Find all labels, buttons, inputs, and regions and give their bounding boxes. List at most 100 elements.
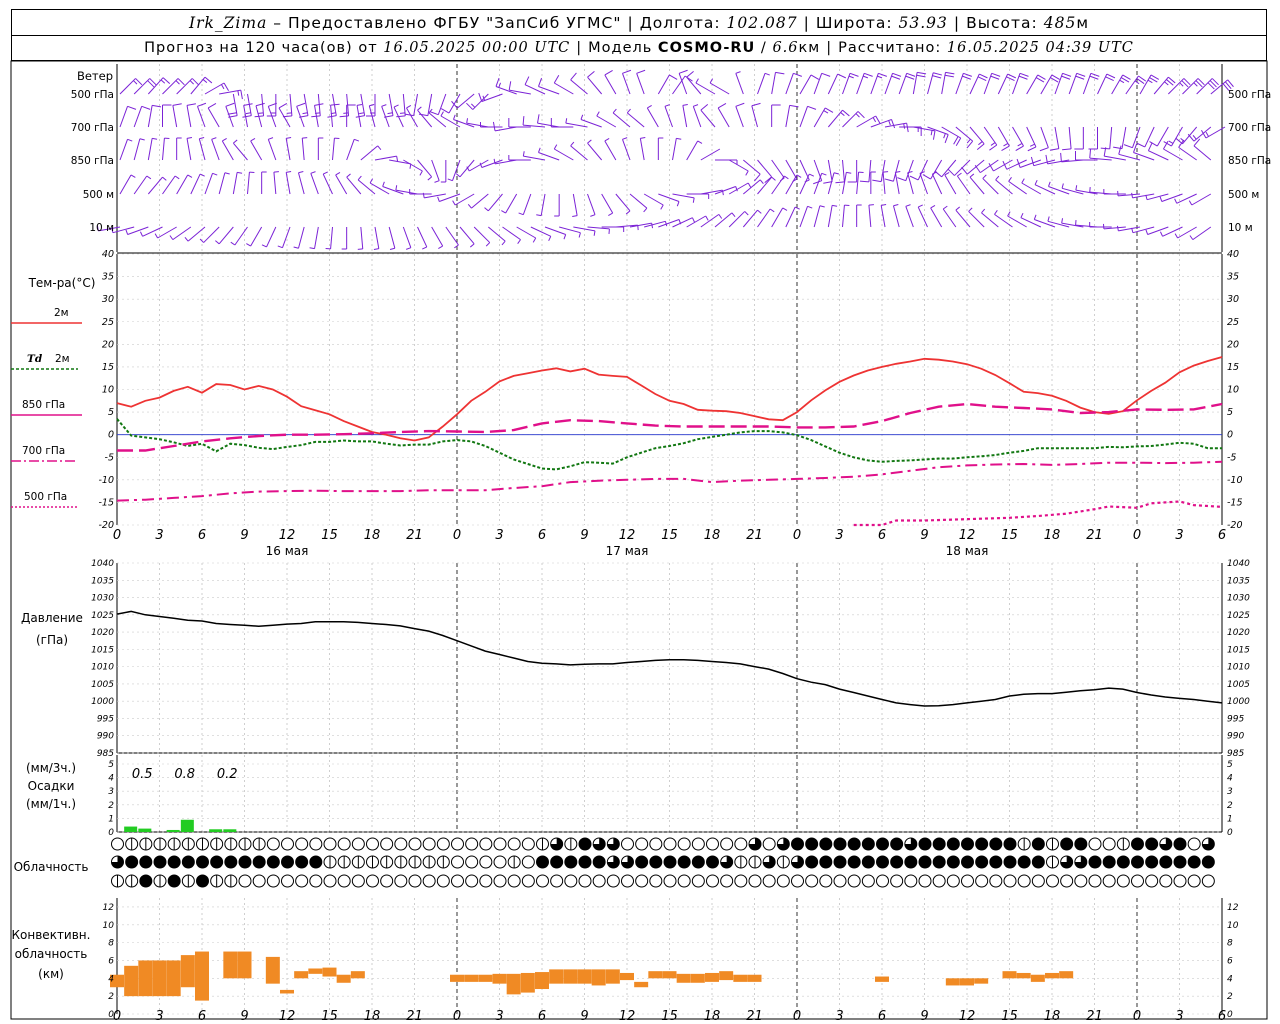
- conv-bar: [705, 972, 719, 982]
- wind-barb-half: [222, 138, 227, 142]
- cloud-circle: [196, 874, 209, 888]
- conv-tick-right: 4: [1227, 974, 1233, 984]
- cloud-circle: [139, 855, 153, 869]
- longitude-value: 102.087: [726, 13, 798, 32]
- wind-barb-shaft: [983, 73, 993, 95]
- cloud-symbol-low: [1017, 874, 1031, 888]
- wind-barb: [700, 103, 716, 128]
- wind-barb-shaft: [1118, 193, 1141, 197]
- wind-barb: [1002, 159, 1027, 170]
- wind-barb-shaft: [1089, 157, 1112, 161]
- wind-barb: [492, 121, 517, 132]
- conv-bar: [945, 978, 960, 986]
- cloud-symbol-low: [876, 874, 889, 888]
- cloud-symbol-low: [1173, 874, 1187, 888]
- wind-barb-half: [587, 139, 592, 144]
- cloud-circle: [621, 837, 634, 851]
- cloud-symbol-low: [1131, 874, 1144, 888]
- conv-bar: [1002, 971, 1017, 979]
- wind-barb-shaft: [1104, 155, 1126, 161]
- wind-barb-half: [493, 158, 496, 164]
- wind-barb-shaft: [466, 122, 489, 128]
- wind-barb: [956, 172, 971, 195]
- altitude-label: Высота:: [966, 13, 1038, 32]
- wind-barb-shaft: [905, 159, 914, 181]
- wind-barb: [912, 71, 927, 95]
- wind-barb: [422, 192, 446, 199]
- pressure-tick-left: 995: [97, 714, 114, 724]
- wind-barb-shaft: [799, 106, 808, 128]
- wind-barb: [1193, 138, 1212, 161]
- cloud-symbol-high: [805, 837, 819, 851]
- cloud-circle: [465, 874, 479, 888]
- wind-barb-shaft: [1068, 73, 1078, 95]
- cloud-symbol-low: [536, 874, 549, 888]
- wind-barb-flag: [147, 80, 155, 88]
- wind-barb: [1048, 181, 1070, 195]
- wind-barb-shaft: [1163, 148, 1183, 161]
- wind-barb-shaft: [735, 73, 744, 95]
- wind-barb: [813, 172, 827, 195]
- wind-barb-flag: [1193, 138, 1201, 147]
- wind-barb: [1174, 193, 1197, 204]
- precip-bar: [138, 828, 152, 832]
- wind-barb-half: [848, 75, 854, 79]
- day-label: 17 мая: [606, 544, 649, 558]
- wind-barb-half: [405, 247, 412, 250]
- longitude-label: Долгота:: [639, 13, 721, 32]
- wind-barb-shaft: [243, 105, 248, 128]
- cloud-circle: [1145, 874, 1159, 888]
- wind-barb-flag: [945, 71, 955, 75]
- cloud-circle: [762, 837, 776, 851]
- temp-tick-left: 30: [102, 294, 114, 305]
- wind-barb-flag: [1225, 81, 1232, 90]
- header-dash: –: [267, 13, 288, 32]
- wind-barb-flag: [906, 123, 909, 133]
- cloud-symbol-high: [961, 837, 974, 851]
- wind-barb: [757, 72, 770, 95]
- wind-barb-flag: [1167, 76, 1176, 84]
- wind-barb-half: [202, 79, 208, 84]
- wind-barb-half: [981, 208, 986, 214]
- wind-barb-half: [233, 139, 238, 144]
- cloud-symbol-low: [762, 874, 776, 888]
- conv-bar: [875, 976, 889, 982]
- wind-barb: [1178, 139, 1197, 161]
- wind-barb-flag: [255, 102, 265, 107]
- wind-barb-shaft: [356, 105, 362, 128]
- wind-barb-half: [237, 90, 240, 96]
- precip-tick-left: 2: [108, 801, 114, 811]
- cloud-circle: [550, 874, 564, 888]
- wind-level-left: 700 гПа: [71, 122, 114, 134]
- wind-barb-flag: [225, 102, 235, 107]
- cloud-symbol-low: [451, 874, 464, 888]
- wind-barb-flag: [1049, 148, 1059, 151]
- x-tick-label: 6: [198, 528, 206, 543]
- wind-barb-shaft: [572, 193, 578, 216]
- wind-barb: [553, 74, 574, 95]
- wind-barb-flag: [1039, 147, 1049, 152]
- wind-barb: [479, 159, 503, 168]
- cloud-circle: [734, 874, 748, 888]
- wind-barb: [1012, 72, 1029, 95]
- wind-barb: [596, 111, 617, 128]
- cloud-symbol-mid: [1060, 855, 1074, 869]
- wind-barb-shaft: [431, 226, 444, 247]
- cloud-circle: [167, 874, 181, 888]
- conv-bar: [1045, 972, 1059, 979]
- wind-barb-flag: [1035, 77, 1045, 83]
- wind-barb-shaft: [162, 78, 179, 95]
- wind-barb-half: [794, 206, 800, 210]
- cloud-circle: [1088, 855, 1102, 869]
- wind-barb-flag: [127, 105, 137, 110]
- wind-barb-flag: [1136, 142, 1146, 148]
- wind-barb: [190, 173, 205, 195]
- conv-bar: [223, 951, 238, 979]
- wind-barb-shaft: [612, 112, 631, 128]
- wind-barb-shaft: [1034, 184, 1056, 195]
- wind-barb: [133, 175, 152, 195]
- wind-barb-shaft: [388, 93, 394, 116]
- precip-bar: [124, 826, 138, 832]
- wind-barb-half: [479, 162, 483, 168]
- conv-bar: [960, 978, 974, 986]
